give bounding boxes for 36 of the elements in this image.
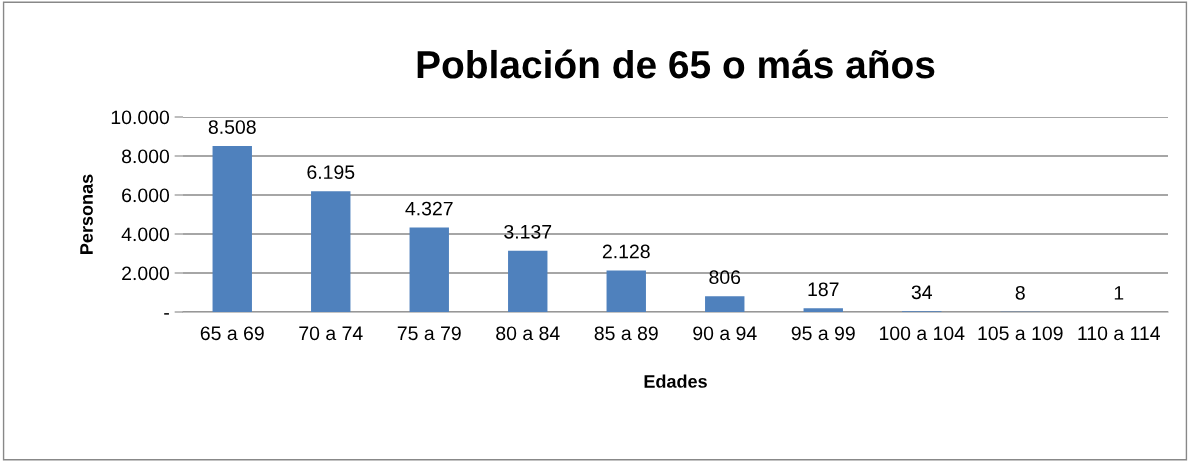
chart-title: Población de 65 o más años <box>417 49 935 79</box>
x-tick-label: 75 a 79 <box>397 326 461 341</box>
x-tick-label: 85 a 89 <box>594 326 658 341</box>
bar <box>606 270 646 312</box>
y-tick-label: 2.000 <box>122 266 170 281</box>
data-label: 6.195 <box>307 165 355 180</box>
bar <box>803 308 843 312</box>
y-tick-label: 6.000 <box>122 188 170 203</box>
x-tick-label: 95 a 99 <box>791 326 855 341</box>
data-label: 2.128 <box>602 244 650 259</box>
y-axis-title: Personas <box>80 174 93 254</box>
data-label: 8.508 <box>208 120 256 134</box>
data-label: 8 <box>1015 285 1025 300</box>
y-tick-label: 8.000 <box>122 149 170 164</box>
bar <box>311 191 351 312</box>
data-label: 187 <box>808 282 839 297</box>
x-tick-label: 80 a 84 <box>496 326 560 341</box>
bar <box>212 146 252 312</box>
y-tick-label: 10.000 <box>111 110 170 125</box>
bar <box>508 250 548 312</box>
data-label: 1 <box>1114 286 1124 300</box>
x-tick-label: 90 a 94 <box>693 326 757 341</box>
data-label: 3.137 <box>504 224 552 239</box>
y-tick-label: - <box>164 313 169 315</box>
x-tick-label: 100 a 104 <box>879 326 965 341</box>
x-tick-label: 105 a 109 <box>978 326 1063 341</box>
y-tick-label: 4.000 <box>121 227 170 242</box>
bar <box>705 296 745 312</box>
x-tick-label: 110 a 114 <box>1078 326 1160 341</box>
data-label: 4.327 <box>405 201 453 216</box>
bar <box>409 227 449 312</box>
data-label: 34 <box>911 285 932 300</box>
x-axis-title: Edades <box>644 374 707 388</box>
x-tick-label: 65 a 69 <box>200 326 264 341</box>
x-tick-label: 70 a 74 <box>299 326 363 341</box>
data-label: 806 <box>709 270 741 285</box>
